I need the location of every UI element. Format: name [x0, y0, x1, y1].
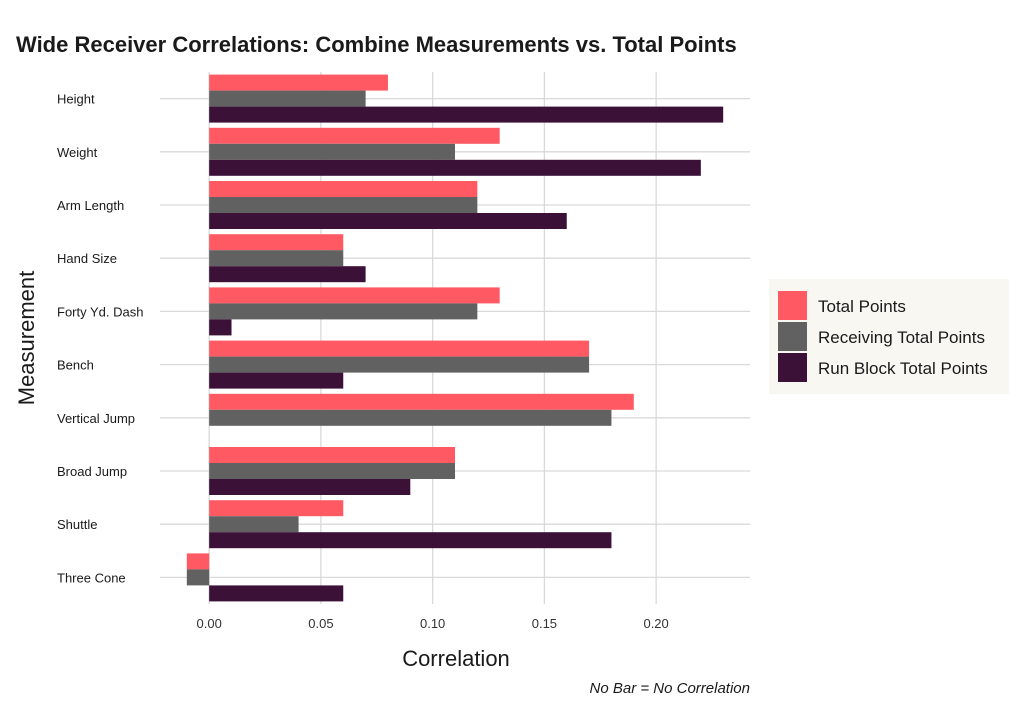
x-tick-label: 0.20	[643, 616, 668, 631]
bar-run-block-total-points-shuttle	[209, 532, 612, 549]
y-tick-label: Bench	[57, 358, 94, 373]
y-tick-label: Forty Yd. Dash	[57, 304, 143, 319]
bar-total-points-arm-length	[209, 181, 478, 197]
legend-label: Total Points	[818, 297, 906, 316]
bar-receiving-total-points-vertical-jump	[209, 409, 612, 426]
bar-receiving-total-points-shuttle	[209, 516, 299, 533]
bar-run-block-total-points-three-cone	[209, 585, 344, 602]
x-tick-label: 0.10	[420, 616, 445, 631]
bar-run-block-total-points-height	[209, 106, 724, 123]
bar-total-points-weight	[209, 127, 500, 144]
y-tick-label: Weight	[57, 145, 98, 160]
bar-total-points-shuttle	[209, 500, 344, 517]
x-tick-label: 0.15	[532, 616, 557, 631]
bar-total-points-broad-jump	[209, 447, 455, 463]
y-tick-label: Arm Length	[57, 198, 124, 213]
bar-run-block-total-points-bench	[209, 372, 344, 389]
bars	[186, 74, 724, 602]
bar-total-points-three-cone	[186, 553, 210, 570]
legend-swatch	[778, 353, 807, 382]
bar-total-points-forty-yd-dash	[209, 287, 500, 304]
y-tick-labels: Height Weight Arm Length Hand Size Forty Yd.…	[57, 92, 143, 586]
legend-swatch	[778, 291, 807, 320]
bar-run-block-total-points-forty-yd-dash	[209, 319, 232, 336]
x-axis-label: Correlation	[402, 646, 510, 671]
legend-swatch	[778, 322, 807, 351]
bar-receiving-total-points-weight	[209, 143, 455, 160]
chart-title: Wide Receiver Correlations: Combine Meas…	[16, 32, 737, 57]
bar-run-block-total-points-arm-length	[209, 213, 567, 229]
y-tick-label: Hand Size	[57, 251, 117, 266]
x-tick-labels: 0.00 0.05 0.10 0.15 0.20	[197, 616, 669, 631]
bar-receiving-total-points-forty-yd-dash	[209, 303, 478, 320]
y-axis-label: Measurement	[14, 271, 39, 406]
bar-run-block-total-points-weight	[209, 159, 701, 176]
bar-receiving-total-points-three-cone	[186, 569, 210, 586]
y-tick-label: Vertical Jump	[57, 411, 135, 426]
bar-run-block-total-points-broad-jump	[209, 479, 411, 495]
y-tick-label: Shuttle	[57, 517, 97, 532]
y-tick-label: Three Cone	[57, 570, 126, 585]
legend-label: Run Block Total Points	[818, 359, 988, 378]
bar-total-points-height	[209, 74, 388, 91]
legend: Total Points Receiving Total Points Run Bl…	[769, 279, 1009, 394]
x-tick-label: 0.00	[197, 616, 222, 631]
bar-receiving-total-points-bench	[209, 356, 590, 373]
bar-total-points-vertical-jump	[209, 393, 634, 410]
caption: No Bar = No Correlation	[590, 680, 751, 697]
bar-receiving-total-points-height	[209, 90, 366, 107]
y-tick-label: Broad Jump	[57, 464, 127, 479]
bar-total-points-bench	[209, 340, 590, 357]
y-tick-label: Height	[57, 92, 95, 107]
bar-receiving-total-points-hand-size	[209, 250, 344, 267]
bar-receiving-total-points-arm-length	[209, 197, 478, 213]
legend-label: Receiving Total Points	[818, 328, 985, 347]
x-tick-label: 0.05	[308, 616, 333, 631]
bar-run-block-total-points-hand-size	[209, 266, 366, 283]
bar-total-points-hand-size	[209, 234, 344, 251]
bar-receiving-total-points-broad-jump	[209, 463, 455, 479]
legend-background	[769, 279, 1009, 394]
